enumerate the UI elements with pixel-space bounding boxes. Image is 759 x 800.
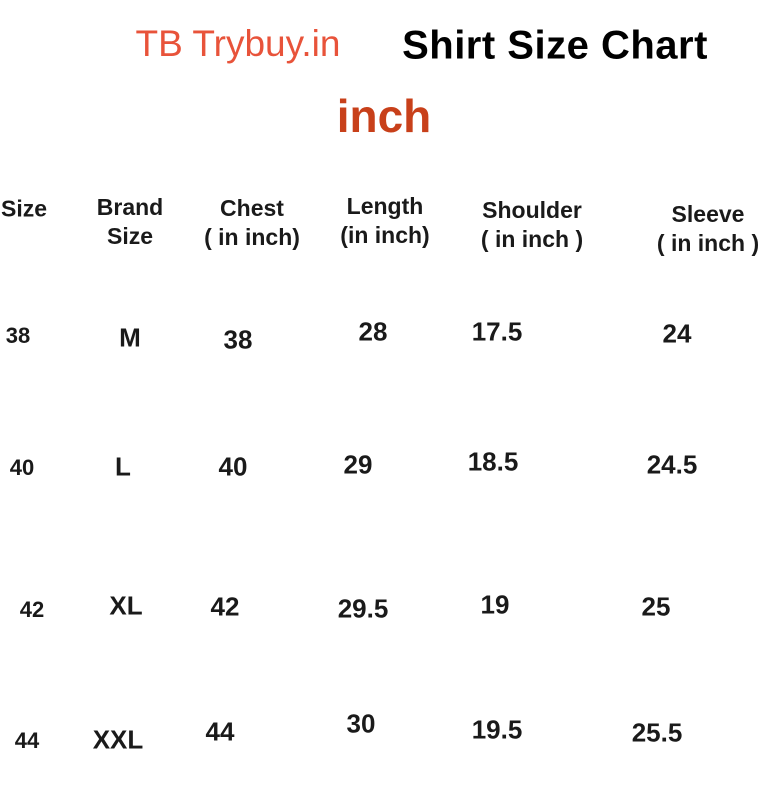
column-header-sleeve: Sleeve ( in inch ) (657, 200, 759, 258)
cell-size: 44 (14, 728, 40, 753)
cell-shoulder: 19 (480, 589, 510, 620)
column-header-line: Chest (220, 195, 284, 221)
column-header-line: (in inch) (340, 222, 430, 248)
column-header-line: Length (346, 193, 424, 219)
column-header-line: ( in inch) (204, 224, 300, 250)
column-header-size: Size (1, 195, 47, 224)
cell-sleeve: 25 (641, 591, 671, 622)
cell-brand-size: XXL (92, 724, 144, 755)
cell-chest: 44 (205, 716, 235, 747)
unit-label: inch (336, 90, 432, 142)
cell-chest: 42 (210, 591, 240, 622)
cell-shoulder: 18.5 (467, 446, 519, 477)
column-header-line: Shoulder (482, 197, 582, 223)
cell-length: 30 (346, 708, 376, 739)
column-header-line: ( in inch ) (656, 230, 759, 256)
cell-brand-size: M (119, 322, 141, 353)
cell-size: 42 (19, 597, 45, 622)
cell-length: 29.5 (337, 593, 389, 624)
cell-sleeve: 25.5 (631, 717, 683, 748)
cell-brand-size: XL (109, 590, 143, 621)
column-header-line: Size (106, 223, 154, 249)
cell-brand-size: L (115, 451, 131, 482)
brand-logo-text: TB Trybuy.in (135, 23, 341, 64)
cell-sleeve: 24 (662, 318, 692, 349)
column-header-line: ( in inch ) (480, 226, 584, 252)
cell-sleeve: 24.5 (646, 449, 698, 480)
column-header-line: Size (0, 195, 48, 222)
column-header-shoulder: Shoulder ( in inch ) (481, 196, 583, 254)
cell-size: 40 (9, 455, 35, 480)
cell-shoulder: 17.5 (471, 316, 523, 347)
column-header-line: Sleeve (671, 201, 745, 227)
cell-chest: 40 (218, 451, 248, 482)
cell-length: 28 (358, 316, 388, 347)
column-header-line: Brand (96, 194, 164, 220)
cell-length: 29 (343, 449, 373, 480)
column-header-length: Length (in inch) (340, 192, 429, 250)
cell-chest: 38 (223, 324, 253, 355)
cell-shoulder: 19.5 (471, 714, 523, 745)
cell-size: 38 (5, 323, 31, 348)
column-header-chest: Chest ( in inch) (204, 194, 300, 252)
page-title: Shirt Size Chart (402, 23, 708, 68)
column-header-brand-size: Brand Size (97, 193, 163, 251)
